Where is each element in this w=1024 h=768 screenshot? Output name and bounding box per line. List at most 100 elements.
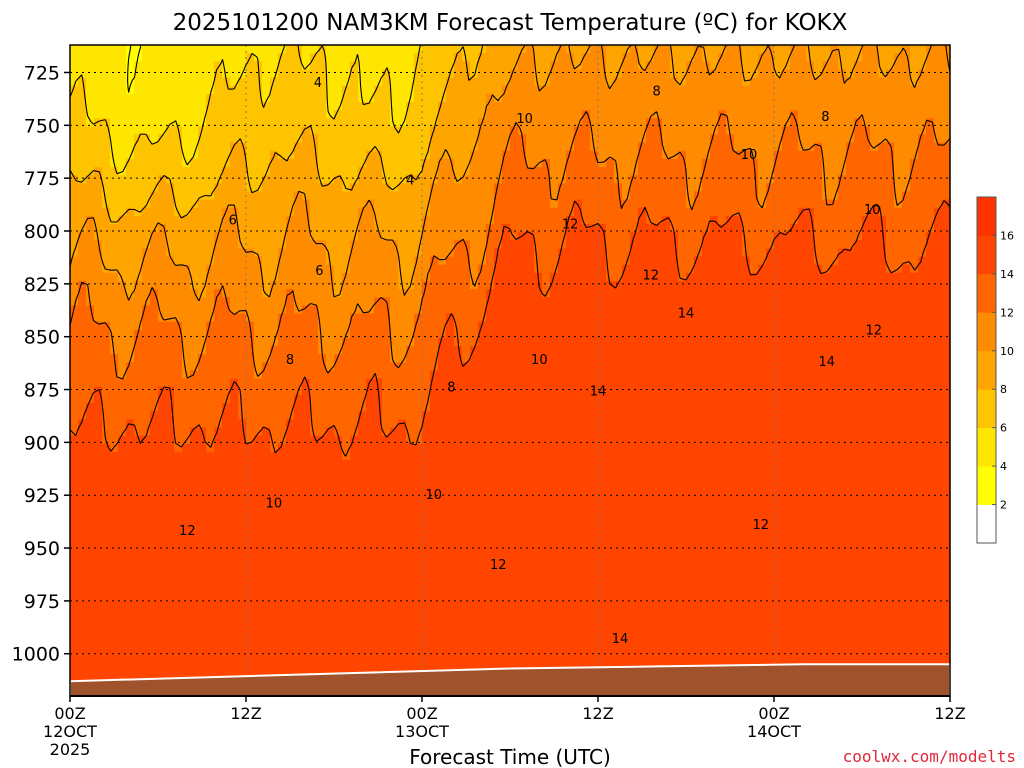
temperature-cell [326,565,335,575]
temperature-cell [174,451,183,461]
temperature-cell [366,207,375,217]
temperature-cell [334,655,343,665]
temperature-cell [510,126,519,136]
temperature-cell [326,468,335,477]
temperature-cell [86,313,95,323]
temperature-cell [94,370,103,380]
temperature-cell [198,69,207,79]
temperature-cell [382,647,391,656]
temperature-cell [478,476,487,486]
temperature-cell [398,647,407,656]
temperature-cell [198,598,207,608]
temperature-cell [478,565,487,575]
temperature-cell [126,378,135,388]
temperature-cell [174,484,183,494]
temperature-cell [142,207,151,217]
temperature-cell [246,663,255,673]
temperature-cell [398,622,407,632]
temperature-cell [110,419,119,429]
temperature-cell [390,297,399,306]
temperature-cell [310,468,319,477]
temperature-cell [534,378,543,388]
temperature-cell [350,272,359,282]
temperature-cell [518,150,527,160]
temperature-cell [254,45,263,54]
temperature-cell [446,264,455,274]
temperature-cell [254,167,263,176]
temperature-cell [78,541,87,551]
temperature-cell [414,264,423,274]
temperature-cell [318,484,327,494]
temperature-cell [294,69,303,79]
temperature-cell [398,476,407,486]
temperature-cell [518,508,527,518]
temperature-cell [78,655,87,665]
temperature-cell [310,183,319,193]
temperature-cell [214,614,223,624]
temperature-cell [390,158,399,168]
temperature-cell [422,118,431,127]
temperature-cell [302,289,311,298]
temperature-cell [358,346,367,355]
temperature-cell [166,150,175,160]
temperature-cell [254,403,263,412]
temperature-cell [294,297,303,306]
temperature-cell [222,337,231,347]
temperature-cell [206,533,215,542]
temperature-cell [558,191,567,201]
temperature-cell [86,150,95,160]
temperature-cell [374,93,383,103]
temperature-cell [174,557,183,567]
temperature-cell [334,215,343,225]
temperature-cell [478,460,487,469]
temperature-cell [534,639,543,648]
temperature-cell [262,207,271,217]
temperature-cell [502,305,511,315]
temperature-cell [526,500,535,510]
temperature-cell [438,232,447,241]
temperature-cell [534,167,543,176]
temperature-cell [262,362,271,372]
temperature-cell [166,590,175,599]
temperature-cell [566,101,575,111]
temperature-cell [502,492,511,502]
temperature-cell [414,655,423,665]
temperature-cell [334,500,343,510]
temperature-cell [110,118,119,127]
temperature-cell [526,118,535,127]
temperature-cell [222,150,231,160]
temperature-cell [126,590,135,599]
temperature-cell [118,264,127,274]
temperature-cell [446,199,455,209]
temperature-cell [238,500,247,510]
temperature-cell [518,516,527,526]
temperature-cell [278,126,287,136]
temperature-cell [238,565,247,575]
temperature-cell [150,419,159,429]
temperature-cell [286,403,295,412]
temperature-cell [318,468,327,477]
temperature-cell [406,508,415,518]
temperature-cell [174,460,183,469]
temperature-cell [406,329,415,339]
temperature-cell [214,573,223,583]
temperature-cell [462,443,471,453]
temperature-cell [302,565,311,575]
temperature-cell [206,175,215,184]
temperature-cell [70,582,79,591]
temperature-cell [278,443,287,453]
temperature-cell [430,101,439,111]
temperature-cell [94,655,103,665]
temperature-cell [358,582,367,591]
temperature-cell [430,150,439,160]
temperature-cell [422,500,431,510]
temperature-cell [262,639,271,648]
temperature-cell [118,337,127,347]
temperature-cell [526,264,535,274]
temperature-cell [542,272,551,282]
temperature-cell [334,386,343,396]
temperature-cell [374,158,383,168]
temperature-cell [86,134,95,144]
temperature-cell [150,492,159,502]
temperature-cell [486,419,495,429]
